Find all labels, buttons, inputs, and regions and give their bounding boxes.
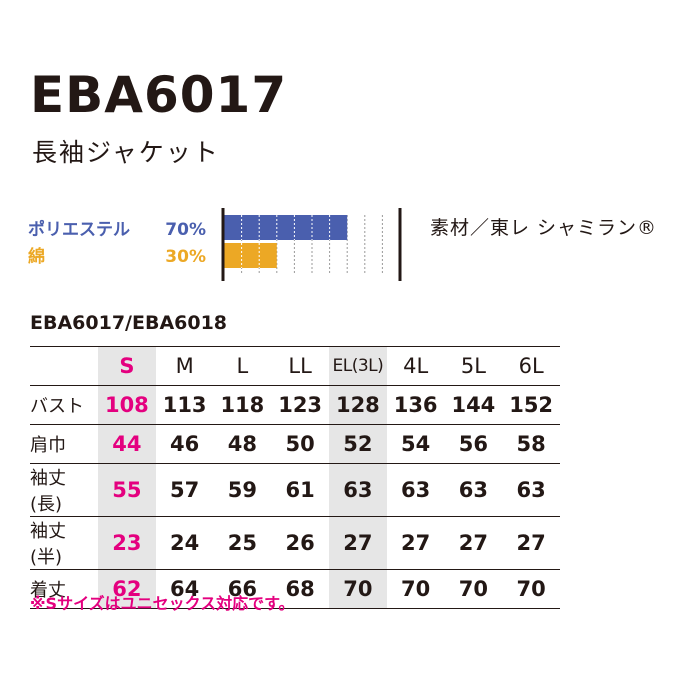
table-cell: 68	[271, 569, 329, 609]
table-cell: 63	[502, 463, 560, 517]
table-cell: 46	[155, 424, 214, 464]
table-cell: 24	[155, 516, 214, 570]
size-header-6l: 6L	[502, 346, 560, 386]
table-row: バスト 108 113 118 123 128 136 144 152	[30, 385, 560, 425]
row-label-sleeve-half: 袖丈(半)	[30, 516, 98, 570]
table-row: 着丈 62 64 66 68 70 70 70 70	[30, 569, 560, 609]
table-cell: 144	[444, 385, 503, 425]
size-header-5l: 5L	[444, 346, 503, 386]
table-cell: 66	[213, 569, 272, 609]
size-header-row: S M L LL EL(3L) 4L 5L 6L	[30, 346, 560, 386]
table-cell: 136	[386, 385, 445, 425]
size-header-4l: 4L	[386, 346, 445, 386]
row-label-sleeve-long: 袖丈(長)	[30, 463, 98, 517]
table-cell: 63	[386, 463, 445, 517]
table-cell: 27	[386, 516, 445, 570]
table-cell: 58	[502, 424, 560, 464]
material-composition-bar	[221, 208, 402, 281]
size-table-title: EBA6017/EBA6018	[30, 312, 228, 334]
table-cell: 23	[98, 516, 156, 570]
table-cell: 64	[155, 569, 214, 609]
fabric-info: 素材／東レ シャミラン®	[430, 217, 658, 239]
product-name: 長袖ジャケット	[32, 138, 220, 167]
table-cell: 70	[444, 569, 503, 609]
table-cell: 57	[155, 463, 214, 517]
table-cell: 113	[155, 385, 214, 425]
table-cell: 27	[502, 516, 560, 570]
size-header-l: L	[213, 346, 272, 386]
row-label-length: 着丈	[30, 569, 98, 609]
polyester-bar	[224, 215, 348, 240]
table-cell: 152	[502, 385, 560, 425]
table-cell: 123	[271, 385, 329, 425]
unisex-note: ※Sサイズはユニセックス対応です。	[30, 594, 295, 613]
material-polyester-label: ポリエステル	[28, 220, 130, 240]
table-cell: 48	[213, 424, 272, 464]
table-cell: 63	[444, 463, 503, 517]
table-row: 袖丈(長) 55 57 59 61 63 63 63 63	[30, 463, 560, 517]
table-cell: 27	[444, 516, 503, 570]
table-cell: 118	[213, 385, 272, 425]
size-header-ll: LL	[271, 346, 329, 386]
material-cotton-label: 綿	[28, 247, 45, 267]
cotton-bar	[224, 243, 277, 268]
table-row: 肩巾 44 46 48 50 52 54 56 58	[30, 424, 560, 464]
size-header-s: S	[98, 346, 156, 386]
table-cell: 128	[329, 385, 387, 425]
table-cell: 27	[329, 516, 387, 570]
row-label-bust: バスト	[30, 385, 98, 425]
material-cotton-percent: 30%	[165, 247, 206, 267]
size-header-m: M	[155, 346, 214, 386]
table-cell: 50	[271, 424, 329, 464]
table-cell: 52	[329, 424, 387, 464]
size-header-el: EL(3L)	[329, 346, 387, 386]
size-table: S M L LL EL(3L) 4L 5L 6L バスト 108 113 118…	[30, 346, 560, 609]
table-cell: 70	[386, 569, 445, 609]
table-cell: 44	[98, 424, 156, 464]
table-cell: 25	[213, 516, 272, 570]
table-cell: 26	[271, 516, 329, 570]
row-label-shoulder: 肩巾	[30, 424, 98, 464]
table-cell: 70	[502, 569, 560, 609]
table-cell: 62	[98, 569, 156, 609]
table-cell: 59	[213, 463, 272, 517]
table-cell: 63	[329, 463, 387, 517]
material-polyester-percent: 70%	[165, 220, 206, 240]
table-cell: 70	[329, 569, 387, 609]
header-corner	[30, 346, 98, 386]
table-cell: 56	[444, 424, 503, 464]
table-cell: 54	[386, 424, 445, 464]
table-row: 袖丈(半) 23 24 25 26 27 27 27 27	[30, 516, 560, 570]
table-cell: 61	[271, 463, 329, 517]
table-cell: 55	[98, 463, 156, 517]
model-number: EBA6017	[30, 66, 288, 124]
table-cell: 108	[98, 385, 156, 425]
